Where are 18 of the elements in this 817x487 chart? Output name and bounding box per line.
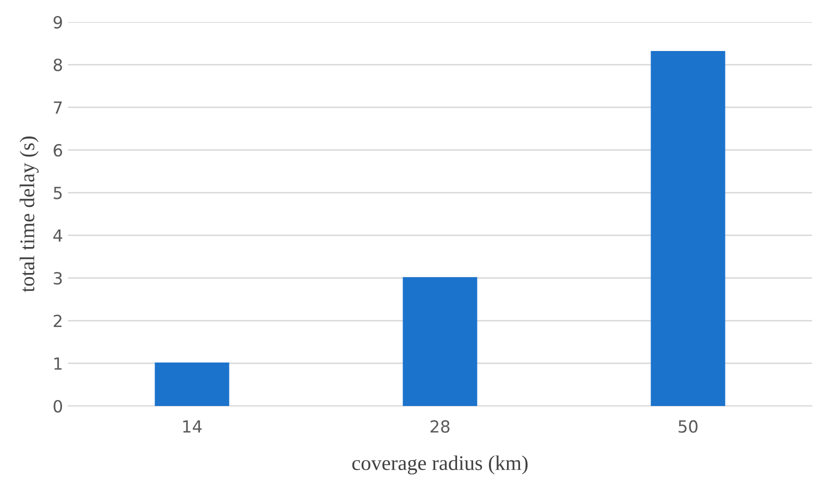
y-tick-label: 1 [54, 358, 62, 370]
y-tick-label: 5 [54, 186, 62, 200]
bar [402, 277, 478, 406]
x-tick-label: 28 [430, 420, 450, 433]
y-tick-label: 0 [54, 400, 62, 413]
y-axis-title: total time delay (s) [20, 136, 39, 292]
y-tick-label: 2 [54, 314, 62, 327]
x-tick-label: 50 [678, 420, 698, 433]
x-tick-label: 14 [183, 420, 202, 433]
bar [154, 362, 230, 406]
y-tick-label: 4 [53, 230, 62, 242]
y-tick-label: 8 [54, 58, 62, 72]
y-tick-label: 9 [54, 16, 62, 29]
x-axis-title: coverage radius (km) [352, 455, 528, 474]
bar [650, 51, 726, 406]
y-tick-label: 6 [54, 144, 62, 157]
y-tick-label: 3 [54, 272, 62, 285]
y-tick-label: 7 [54, 102, 62, 114]
